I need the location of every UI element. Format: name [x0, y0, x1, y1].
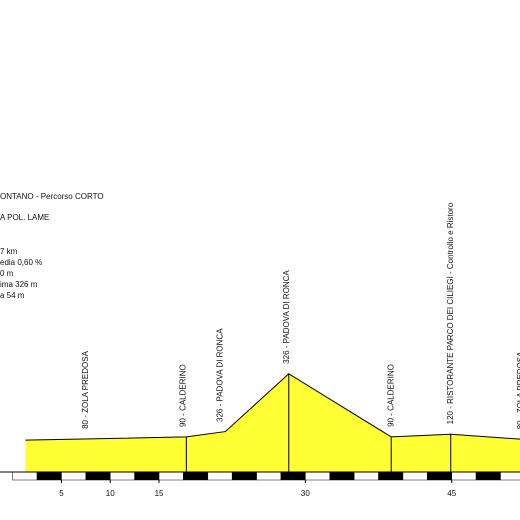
x-tick-label: 45 — [447, 489, 456, 498]
chart-subtitle: A POL. LAME — [0, 213, 49, 222]
scale-segment — [207, 471, 233, 481]
scale-segment — [256, 471, 282, 481]
scale-segment — [305, 471, 331, 481]
profile-area — [25, 373, 520, 472]
scale-segment — [280, 471, 306, 481]
scale-segment — [12, 471, 38, 481]
x-tick-label: 15 — [155, 489, 164, 498]
annotation: ima 326 m — [0, 280, 38, 289]
scale-segment — [427, 471, 452, 481]
scale-segment — [402, 471, 428, 481]
scale-segment — [85, 471, 111, 481]
station-label: 80 - ZOLA PREDOSA — [516, 351, 520, 429]
x-tick-label: 30 — [301, 489, 310, 498]
x-tick-label: 10 — [106, 489, 115, 498]
annotation: 0 m — [0, 269, 14, 278]
station-label: 326 - PADOVA DI RONCA — [282, 270, 291, 364]
station-label: 90 - CALDERINO — [178, 364, 187, 427]
station-label: 90 - CALDERINO — [386, 364, 395, 427]
chart-title: ONTANO - Percorso CORTO — [0, 192, 104, 201]
annotation: 7 km — [0, 247, 18, 256]
scale-segment — [475, 471, 501, 481]
scale-segment — [109, 471, 135, 481]
x-tick-label: 5 — [59, 489, 64, 498]
annotation: a 54 m — [0, 291, 25, 300]
scale-segment — [36, 471, 62, 481]
scale-segment — [353, 471, 379, 481]
scale-segment — [158, 471, 184, 481]
scale-segment — [378, 471, 404, 481]
scale-segment — [231, 471, 257, 481]
station-label: 120 - RISTORANTE PARCO DEI CILIEGI - Con… — [446, 202, 455, 424]
scale-segment — [500, 471, 520, 481]
scale-segment — [61, 471, 87, 481]
scale-segment — [134, 471, 160, 481]
scale-segment — [183, 471, 209, 481]
annotation: edia 0,60 % — [0, 258, 42, 267]
scale-segment — [329, 471, 355, 481]
station-label: 326 - PADOVA DI RONCA — [216, 328, 225, 422]
scale-segment — [451, 471, 477, 481]
station-label: 80 - ZOLA PREDOSA — [81, 350, 90, 428]
